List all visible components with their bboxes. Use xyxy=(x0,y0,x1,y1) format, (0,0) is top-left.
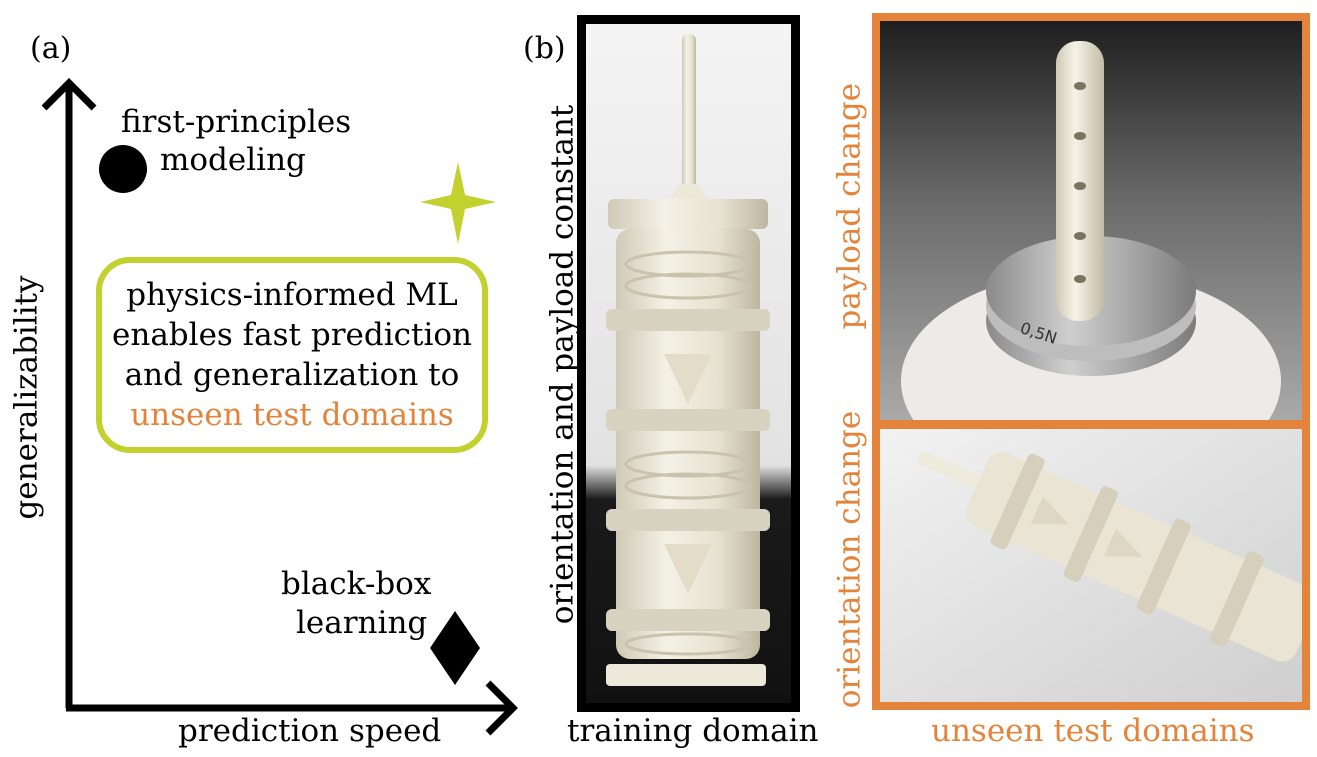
training-side-label: orientation and payload constant xyxy=(544,104,581,625)
orientation-change-photo xyxy=(880,429,1302,702)
training-caption: training domain xyxy=(567,713,819,749)
callout-line-1: physics-informed ML xyxy=(126,277,458,313)
payload-weight-image: 0,5N xyxy=(880,21,1302,420)
panel-a-label: (a) xyxy=(30,31,72,66)
callout-line-4: unseen test domains xyxy=(130,397,454,433)
panel-a-axes xyxy=(41,78,518,736)
orientation-side-label: orientation change xyxy=(831,410,868,709)
upright-soft-robot-image xyxy=(586,24,791,703)
x-axis-label: prediction speed xyxy=(178,713,442,749)
test-caption: unseen test domains xyxy=(931,713,1255,749)
tilted-soft-robot-image xyxy=(880,429,1302,702)
y-axis-label: generalizability xyxy=(8,275,45,520)
training-domain-photo xyxy=(577,15,800,712)
black-box-label-line2: learning xyxy=(296,605,428,641)
first-principles-label-line1: first-principles xyxy=(121,104,352,140)
unseen-test-domains-frame: 0,5N xyxy=(872,13,1310,710)
callout-line-3: and generalization to xyxy=(124,357,460,393)
physics-informed-callout: physics-informed ML enables fast predict… xyxy=(96,257,488,453)
panel-b-label: (b) xyxy=(523,31,566,66)
black-box-label-line1: black-box xyxy=(281,566,432,602)
x-axis-arrowhead xyxy=(485,680,518,736)
y-axis-arrowhead xyxy=(41,78,97,111)
first-principles-marker xyxy=(99,145,147,193)
physics-informed-star-icon xyxy=(420,162,496,244)
first-principles-label-line2: modeling xyxy=(160,142,306,178)
black-box-marker xyxy=(430,611,480,685)
payload-side-label: payload change xyxy=(831,82,868,330)
payload-change-photo: 0,5N xyxy=(880,21,1302,420)
callout-line-2: enables fast prediction xyxy=(112,317,472,353)
